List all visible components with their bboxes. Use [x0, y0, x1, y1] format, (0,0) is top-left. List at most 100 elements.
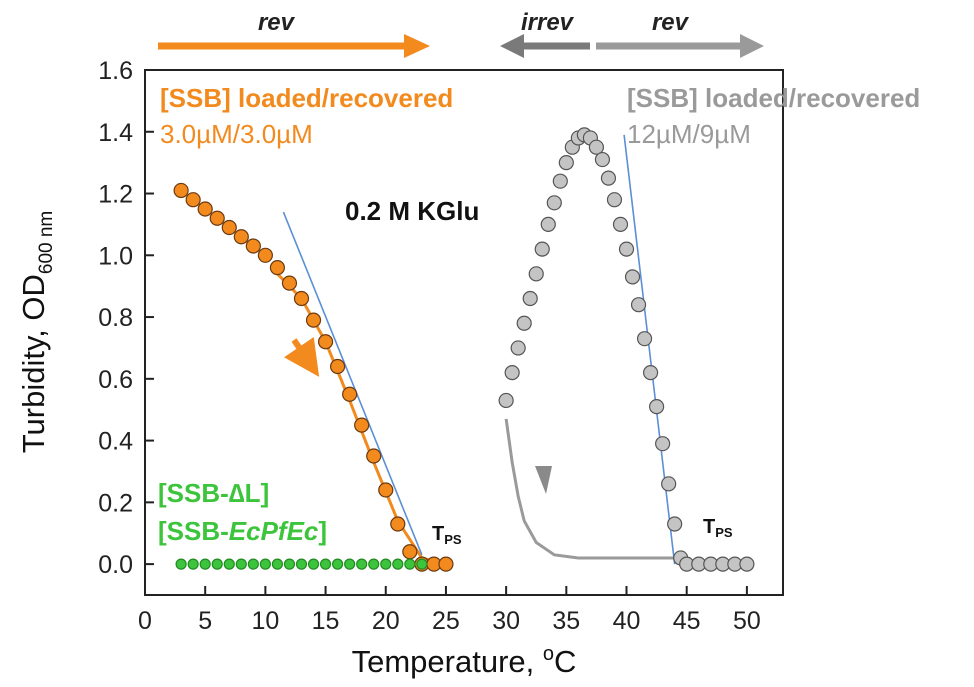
x-tick-label: 15: [312, 607, 340, 635]
mutant-label-2: [SSB-EcPfEc]: [158, 516, 327, 546]
gray-data-point: [612, 216, 629, 233]
rev-arrow-right-head: [740, 34, 764, 58]
x-tick-label: 45: [673, 607, 701, 635]
gray-data-point: [594, 151, 611, 168]
y-tick-label: 0.6: [98, 366, 133, 394]
orange-data-point: [366, 448, 382, 464]
green-data-point: [295, 558, 308, 570]
gray-data-point: [636, 331, 653, 347]
tps-right-main: T: [703, 516, 715, 538]
tps-left-sub: PS: [444, 532, 462, 547]
orange-data-point: [378, 482, 394, 498]
gray-data-point: [624, 269, 641, 285]
gray-data-point: [516, 315, 532, 331]
orange-data-point: [185, 192, 201, 208]
mutant-2-italic: EcPfEc: [229, 516, 319, 546]
green-data-point: [259, 558, 271, 570]
mutant-2-suffix: ]: [318, 516, 327, 546]
orange-data-point: [209, 210, 225, 226]
left-loaded-label: [SSB] loaded/recovered: [160, 83, 453, 113]
gray-data-point: [606, 192, 623, 208]
green-data-point: [247, 558, 259, 570]
green-data-point: [271, 558, 284, 570]
right-conc-label: 12µM/9µM: [627, 119, 751, 149]
y-tick-label: 1.0: [98, 242, 133, 270]
orange-data-point: [342, 386, 358, 402]
gray-fit-line: [504, 418, 675, 560]
direction-arrows: rev irrev rev: [158, 9, 764, 58]
gray-data-point: [588, 139, 605, 155]
orange-data-point: [293, 290, 310, 307]
condition-label: 0.2 M KGlu: [345, 196, 479, 226]
gray-data-point: [522, 290, 538, 307]
gray-data-point: [504, 365, 520, 381]
green-data-point: [175, 558, 187, 570]
x-tick-label: 20: [372, 607, 400, 635]
cooling-direction-arrow: [283, 336, 320, 377]
blue-fit-line: [623, 134, 676, 565]
y-axis-title: Turbidity, OD600 nm: [16, 211, 57, 454]
irrev-label: irrev: [521, 9, 575, 36]
orange-data-point: [305, 312, 322, 328]
orange-data-point: [402, 544, 418, 560]
x-tick-label: 40: [613, 607, 641, 635]
gray-data-point: [739, 556, 755, 572]
green-data-point: [332, 558, 344, 570]
x-tick-label: 10: [251, 607, 279, 635]
green-data-point: [392, 558, 404, 570]
plot-frame: [144, 69, 784, 596]
y-tick-label: 1.4: [98, 119, 133, 147]
gray-data-point: [510, 340, 526, 356]
y-tick-label: 1.2: [98, 181, 133, 209]
gray-data-point: [552, 173, 568, 189]
gray-data-point: [498, 392, 514, 409]
green-data-point: [283, 558, 296, 570]
gray-data-point: [528, 266, 544, 282]
green-data-point: [368, 558, 380, 570]
tps-left-main: T: [432, 523, 444, 545]
orange-data-point: [257, 247, 273, 263]
irrev-arrow-head: [500, 34, 524, 58]
tps-right-sub: PS: [715, 525, 733, 540]
gray-data-point: [655, 436, 671, 452]
orange-data-point: [281, 275, 298, 291]
tps-label-right: TPS: [703, 516, 733, 540]
rev-label-left: rev: [258, 9, 296, 36]
y-tick-label: 0.4: [98, 428, 133, 456]
gray-data-point: [667, 516, 683, 532]
x-tick-label: 25: [432, 607, 460, 635]
green-data-point: [199, 558, 211, 570]
data-points: [173, 127, 755, 572]
gray-data-point: [630, 297, 647, 313]
y-tick-label: 0.0: [98, 551, 133, 579]
green-data-point: [344, 558, 356, 570]
x-tick-label: 5: [198, 607, 212, 635]
orange-data-point: [330, 358, 346, 375]
green-data-point: [356, 558, 368, 570]
y-tick-label: 0.8: [98, 304, 133, 332]
right-loaded-label: [SSB] loaded/recovered: [627, 83, 920, 113]
gray-data-point: [534, 241, 550, 257]
orange-data-point: [269, 260, 286, 276]
gray-data-point: [661, 476, 677, 492]
gray-data-point: [540, 216, 556, 233]
gray-data-point: [618, 241, 635, 257]
orange-data-point: [221, 219, 237, 236]
axis-ticks: 0 5 10 15 20 25 30 35 40 45 50 0.0 0.2 0.4 0.6 0.8 1.0 1.…: [98, 57, 761, 635]
orange-data-point: [354, 417, 370, 433]
left-conc-label: 3.0µM/3.0µM: [160, 119, 313, 149]
x-tick-label: 50: [733, 607, 761, 635]
gray-data-point: [649, 399, 665, 415]
x-tick-label: 35: [552, 607, 580, 635]
gray-data-point: [600, 170, 617, 186]
green-data-point: [416, 558, 428, 570]
orange-data-point: [438, 556, 454, 572]
tps-label-left: TPS: [432, 523, 462, 547]
green-data-point: [307, 558, 320, 570]
mutant-label-1: [SSB-∆L]: [158, 478, 269, 508]
blue-fit-line: [282, 211, 423, 556]
green-data-point: [187, 558, 199, 570]
orange-data-point: [233, 229, 249, 245]
y-tick-label: 1.6: [98, 57, 133, 85]
